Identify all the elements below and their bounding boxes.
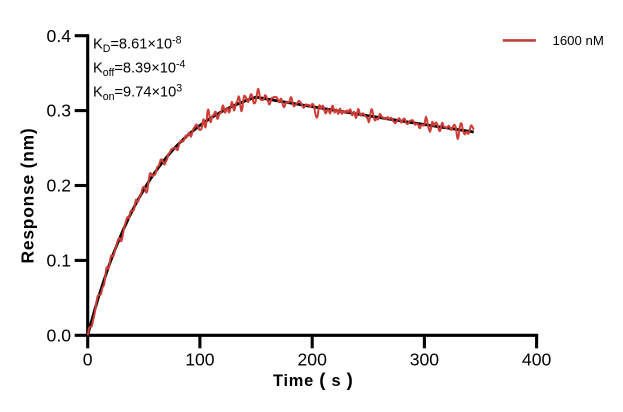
svg-text:0.3: 0.3 <box>47 101 72 121</box>
svg-text:0.1: 0.1 <box>47 251 71 271</box>
svg-text:Response (nm): Response (nm) <box>18 127 38 263</box>
svg-text:Kon=9.74×103: Kon=9.74×103 <box>93 83 182 103</box>
svg-text:0.4: 0.4 <box>47 26 72 46</box>
svg-text:200: 200 <box>298 350 328 370</box>
svg-text:300: 300 <box>410 350 440 370</box>
svg-text:100: 100 <box>185 350 215 370</box>
svg-text:400: 400 <box>522 350 552 370</box>
svg-text:1600 nM: 1600 nM <box>553 33 604 48</box>
svg-text:0.0: 0.0 <box>47 325 72 345</box>
svg-text:Koff=8.39×10-4: Koff=8.39×10-4 <box>93 59 186 79</box>
svg-text:0.2: 0.2 <box>47 176 71 196</box>
svg-text:0: 0 <box>83 350 93 370</box>
svg-text:KD=8.61×10-8: KD=8.61×10-8 <box>93 35 182 55</box>
svg-text:Time ( s ): Time ( s ) <box>273 369 354 390</box>
